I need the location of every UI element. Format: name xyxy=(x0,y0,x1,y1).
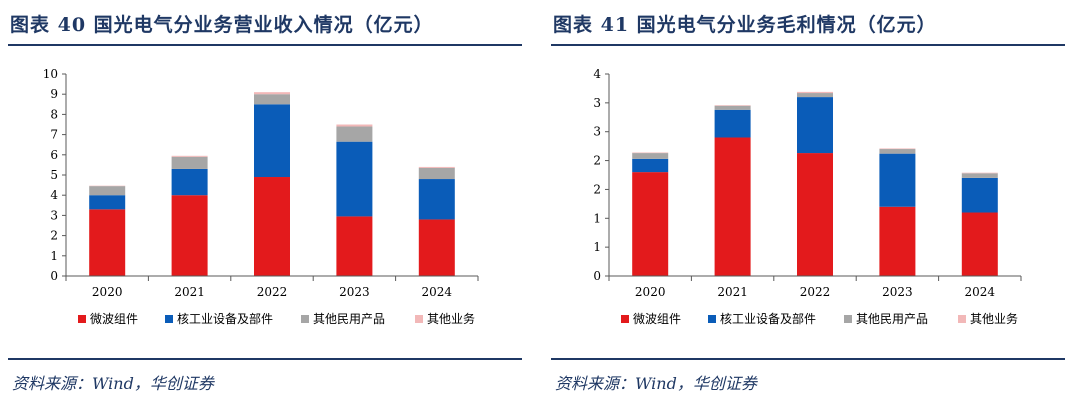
x-tick-label: 2020 xyxy=(635,285,666,299)
bar-segment xyxy=(714,105,751,110)
bar-segment xyxy=(797,97,833,154)
chart-source: 资料来源：Wind，华创证券 xyxy=(555,374,757,393)
source-divider xyxy=(551,358,1065,360)
legend-label: 其他业务 xyxy=(970,311,1018,326)
bar-segment xyxy=(961,172,998,174)
bar-segment xyxy=(879,148,916,150)
bar-segment xyxy=(336,126,373,142)
bar-segment xyxy=(879,153,916,207)
y-tick-label: 8 xyxy=(50,107,58,121)
bar-segment xyxy=(254,94,290,105)
bar-segment xyxy=(797,93,833,98)
bar-segment xyxy=(961,173,998,178)
y-tick-label: 1 xyxy=(593,211,601,225)
legend-swatch xyxy=(844,315,852,323)
bar-segment xyxy=(171,155,208,157)
legend-label: 微波组件 xyxy=(90,312,138,326)
bar-segment xyxy=(632,153,669,159)
gross-profit-chart-panel: 图表 41 国光电气分业务毛利情况（亿元） 0 1 1 2 2 3 3 4 2020 2021 20… xyxy=(551,0,1071,416)
y-tick-label: 4 xyxy=(593,67,601,81)
y-tick-label: 1 xyxy=(50,249,58,263)
x-tick-label: 2024 xyxy=(422,285,453,299)
bar-segment xyxy=(89,186,126,196)
x-tick-label: 2022 xyxy=(257,285,288,299)
x-tick-label: 2021 xyxy=(717,285,748,299)
y-tick-label: 3 xyxy=(50,208,58,222)
y-tick-label: 0 xyxy=(50,269,58,283)
chart-source: 资料来源：Wind，华创证券 xyxy=(12,374,214,393)
bar-segment xyxy=(171,168,208,196)
bar-segment xyxy=(89,195,126,210)
x-tick-label: 2021 xyxy=(174,285,205,299)
bar-segment xyxy=(714,105,751,106)
bar-segment xyxy=(254,92,290,95)
bar-segment xyxy=(961,212,998,276)
y-tick-label: 6 xyxy=(50,148,58,162)
bar-segment xyxy=(632,152,669,154)
bar-segment xyxy=(418,219,455,276)
y-tick-label: 4 xyxy=(50,188,58,202)
x-tick-label: 2024 xyxy=(965,285,996,299)
y-tick-label: 2 xyxy=(50,229,58,243)
legend-label: 其他民用产品 xyxy=(856,312,928,326)
bar-segment xyxy=(171,156,208,169)
bar-segment xyxy=(254,104,290,178)
x-tick-label: 2022 xyxy=(800,285,831,299)
x-tick-label: 2020 xyxy=(92,285,123,299)
bar-segment xyxy=(418,179,455,220)
legend-label: 核工业设备及部件 xyxy=(177,311,273,326)
bar-segment xyxy=(171,195,208,276)
y-tick-label: 5 xyxy=(50,168,58,182)
legend-swatch xyxy=(165,315,173,323)
legend-label: 微波组件 xyxy=(633,312,681,326)
bar-segment xyxy=(714,109,751,138)
y-tick-label: 7 xyxy=(50,128,58,142)
y-tick-label: 3 xyxy=(593,96,601,110)
bar-segment xyxy=(418,166,455,168)
legend-swatch xyxy=(621,315,629,323)
gross-profit-stacked-bar-chart: 0 1 1 2 2 3 3 4 2020 2021 2022 2023 2024 微波组件 核工业设备及部件… xyxy=(593,67,1022,326)
y-tick-label: 2 xyxy=(593,182,601,196)
x-tick-label: 2023 xyxy=(339,285,370,299)
legend-swatch xyxy=(958,315,966,323)
title-divider xyxy=(551,44,1065,46)
bar-segment xyxy=(961,177,998,213)
bar-segment xyxy=(879,206,916,276)
y-tick-label: 3 xyxy=(593,125,601,139)
bar-segment xyxy=(254,177,290,276)
legend-label: 核工业设备及部件 xyxy=(720,311,816,326)
bar-segment xyxy=(632,158,669,173)
source-divider xyxy=(8,358,522,360)
legend-swatch xyxy=(708,315,716,323)
bar-segment xyxy=(632,172,669,276)
chart-title: 图表 40 国光电气分业务营业收入情况（亿元） xyxy=(10,14,434,36)
bar-segment xyxy=(418,167,455,180)
y-tick-label: 2 xyxy=(593,154,601,168)
bar-segment xyxy=(714,137,751,276)
bar-segment xyxy=(89,209,126,276)
y-tick-label: 9 xyxy=(50,87,58,101)
y-tick-label: 0 xyxy=(593,269,601,283)
bar-segment xyxy=(336,141,373,217)
title-divider xyxy=(8,44,522,46)
bar-segment xyxy=(797,91,833,94)
bar-segment xyxy=(336,216,373,276)
revenue-stacked-bar-chart: 0 1 2 3 4 5 6 7 8 9 10 2020 2021 2022 2023 2024 微波组件 核工业设… xyxy=(43,67,479,326)
legend-label: 其他业务 xyxy=(427,311,475,326)
x-tick-label: 2023 xyxy=(882,285,913,299)
y-tick-label: 1 xyxy=(593,240,601,254)
legend-swatch xyxy=(301,315,309,323)
legend-swatch xyxy=(78,315,86,323)
chart-title: 图表 41 国光电气分业务毛利情况（亿元） xyxy=(553,14,937,36)
legend-label: 其他民用产品 xyxy=(313,312,385,326)
bar-segment xyxy=(879,149,916,154)
bar-segment xyxy=(336,124,373,127)
bar-segment xyxy=(797,153,833,276)
revenue-chart-panel: 图表 40 国光电气分业务营业收入情况（亿元） 0 1 2 3 4 5 6 7 8 9 10 2020… xyxy=(8,0,528,416)
legend-swatch xyxy=(415,315,423,323)
y-tick-label: 10 xyxy=(43,67,58,81)
